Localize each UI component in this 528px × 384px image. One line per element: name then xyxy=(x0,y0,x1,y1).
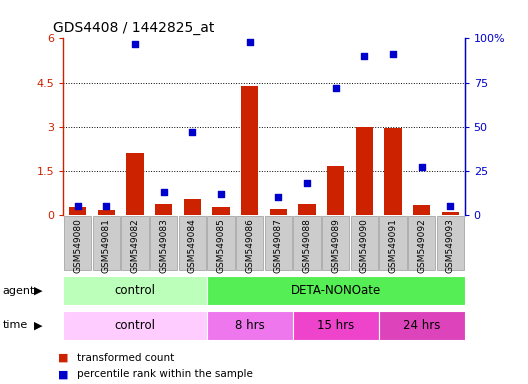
Bar xyxy=(64,216,91,270)
Bar xyxy=(208,216,235,270)
Point xyxy=(217,191,225,197)
Bar xyxy=(270,209,287,215)
Text: GSM549081: GSM549081 xyxy=(102,218,111,273)
Bar xyxy=(265,216,292,270)
Text: GSM549091: GSM549091 xyxy=(389,218,398,273)
Point xyxy=(446,203,455,209)
Text: ▶: ▶ xyxy=(34,320,43,331)
Bar xyxy=(379,311,465,340)
Point xyxy=(274,194,282,200)
Bar xyxy=(356,127,373,215)
Point xyxy=(246,39,254,45)
Bar xyxy=(178,216,206,270)
Point xyxy=(131,41,139,47)
Text: GSM549089: GSM549089 xyxy=(331,218,340,273)
Text: GSM549090: GSM549090 xyxy=(360,218,369,273)
Bar xyxy=(408,216,436,270)
Text: GSM549092: GSM549092 xyxy=(417,218,426,273)
Text: GSM549084: GSM549084 xyxy=(188,218,197,273)
Text: GSM549085: GSM549085 xyxy=(216,218,225,273)
Bar xyxy=(92,216,120,270)
Point xyxy=(389,51,397,57)
Text: ■: ■ xyxy=(58,369,69,379)
Point xyxy=(332,85,340,91)
Text: ■: ■ xyxy=(58,353,69,363)
Bar xyxy=(379,216,407,270)
Text: 8 hrs: 8 hrs xyxy=(235,319,265,332)
Point xyxy=(102,203,110,209)
Bar xyxy=(322,216,350,270)
Bar xyxy=(98,210,115,215)
Bar xyxy=(155,204,172,215)
Text: GSM549087: GSM549087 xyxy=(274,218,283,273)
Bar xyxy=(293,216,320,270)
Bar xyxy=(293,311,379,340)
Text: 15 hrs: 15 hrs xyxy=(317,319,354,332)
Bar xyxy=(212,207,230,215)
Text: agent: agent xyxy=(3,286,35,296)
Text: ▶: ▶ xyxy=(34,286,43,296)
Point xyxy=(360,53,369,59)
Bar xyxy=(327,167,344,215)
Text: GSM549093: GSM549093 xyxy=(446,218,455,273)
Bar xyxy=(384,128,402,215)
Text: GSM549082: GSM549082 xyxy=(130,218,139,273)
Bar xyxy=(241,86,258,215)
Text: GSM549086: GSM549086 xyxy=(245,218,254,273)
Bar xyxy=(236,216,263,270)
Bar xyxy=(63,276,206,305)
Bar xyxy=(298,204,316,215)
Bar xyxy=(351,216,378,270)
Bar xyxy=(437,216,464,270)
Text: GSM549083: GSM549083 xyxy=(159,218,168,273)
Bar xyxy=(150,216,177,270)
Bar xyxy=(206,276,465,305)
Text: time: time xyxy=(3,320,28,331)
Bar xyxy=(206,311,293,340)
Bar xyxy=(413,205,430,215)
Point xyxy=(188,129,196,135)
Point xyxy=(159,189,168,195)
Text: control: control xyxy=(115,319,156,332)
Text: GSM549088: GSM549088 xyxy=(303,218,312,273)
Bar xyxy=(69,207,86,215)
Point xyxy=(418,164,426,170)
Text: GDS4408 / 1442825_at: GDS4408 / 1442825_at xyxy=(53,21,214,35)
Bar xyxy=(63,311,206,340)
Bar xyxy=(126,153,144,215)
Text: percentile rank within the sample: percentile rank within the sample xyxy=(77,369,252,379)
Point xyxy=(303,180,311,186)
Bar xyxy=(442,212,459,215)
Text: transformed count: transformed count xyxy=(77,353,174,363)
Text: 24 hrs: 24 hrs xyxy=(403,319,440,332)
Text: GSM549080: GSM549080 xyxy=(73,218,82,273)
Bar xyxy=(121,216,149,270)
Text: control: control xyxy=(115,285,156,297)
Point xyxy=(73,203,82,209)
Text: DETA-NONOate: DETA-NONOate xyxy=(290,285,381,297)
Bar xyxy=(184,199,201,215)
